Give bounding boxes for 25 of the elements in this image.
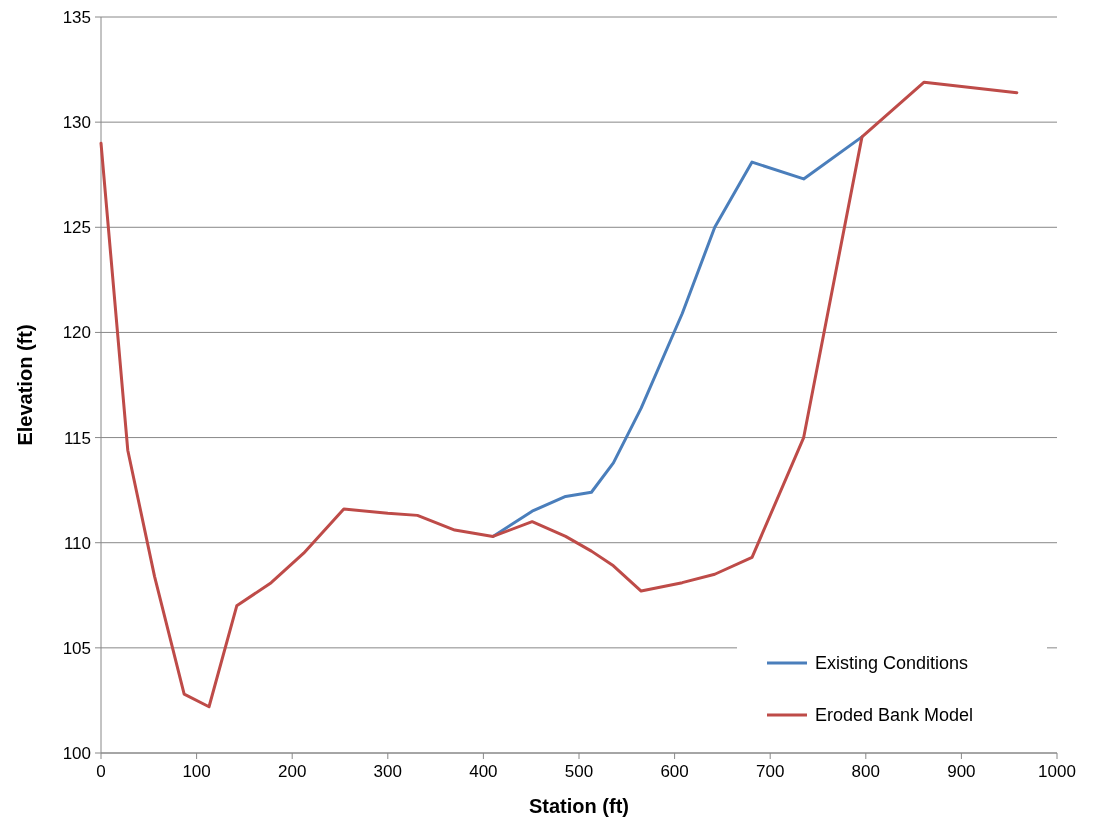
y-tick-label: 135 bbox=[62, 8, 91, 27]
legend-label: Existing Conditions bbox=[815, 653, 969, 673]
y-axis-title: Elevation (ft) bbox=[14, 324, 36, 446]
legend-label: Eroded Bank Model bbox=[815, 705, 974, 725]
line-series bbox=[99, 80, 1019, 709]
y-tick-label: 120 bbox=[62, 323, 91, 343]
x-tick-label: 600 bbox=[660, 762, 689, 781]
x-tick-label: 400 bbox=[469, 762, 498, 781]
x-tick-label: 0 bbox=[96, 762, 106, 781]
y-tick-label: 110 bbox=[63, 533, 91, 553]
x-tick-label: 200 bbox=[278, 762, 307, 781]
y-tick-label: 125 bbox=[62, 218, 91, 238]
x-tick-label: 900 bbox=[947, 762, 976, 781]
x-tick-label: 500 bbox=[564, 762, 594, 781]
x-tick-label: 1000 bbox=[1038, 762, 1076, 781]
x-tick-label: 800 bbox=[851, 762, 880, 781]
x-tick-label: 300 bbox=[373, 762, 402, 781]
x-axis-title: Station (ft) bbox=[529, 795, 629, 817]
line-series bbox=[491, 135, 864, 538]
x-tick-label: 100 bbox=[182, 762, 211, 781]
x-tick-label: 700 bbox=[756, 762, 785, 781]
y-tick-label: 115 bbox=[63, 428, 91, 448]
y-tick-label: 105 bbox=[62, 638, 91, 658]
y-tick-label: 100 bbox=[62, 744, 91, 763]
y-tick-label: 130 bbox=[62, 113, 91, 133]
